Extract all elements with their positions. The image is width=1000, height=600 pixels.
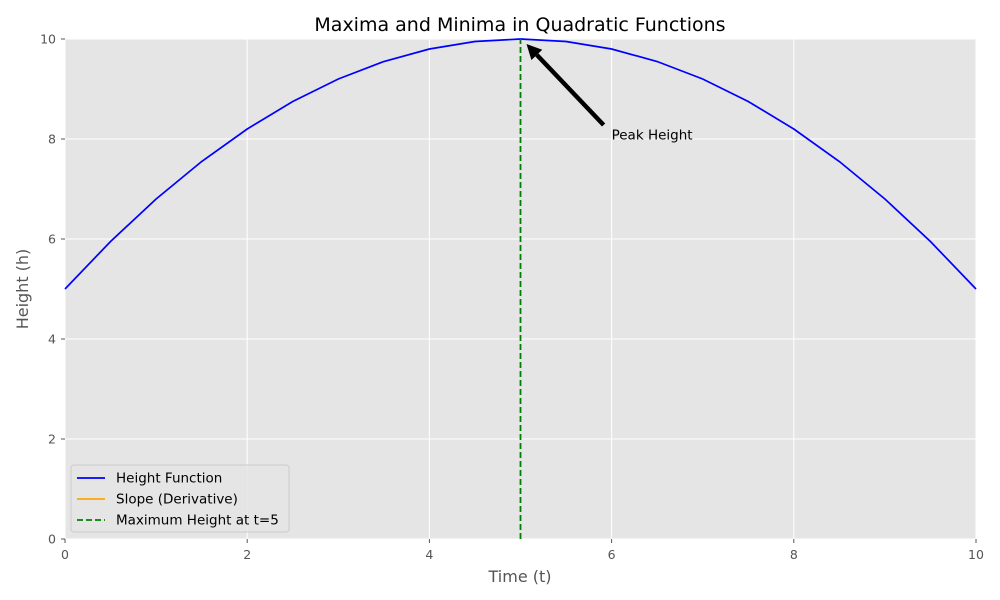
y-tick-label: 4: [48, 332, 56, 347]
x-tick-label: 4: [425, 547, 433, 562]
annotation-arrow-head: [526, 44, 543, 61]
x-tick-label: 8: [790, 547, 798, 562]
x-tick-label: 2: [243, 547, 251, 562]
y-tick-label: 8: [48, 132, 56, 147]
x-axis-label: Time (t): [488, 567, 552, 586]
legend: Height Function Slope (Derivative) Maximum…: [70, 464, 290, 533]
legend-label-2: Slope (Derivative): [116, 492, 238, 508]
legend-box: [70, 464, 290, 533]
y-tick-label: 10: [40, 32, 56, 47]
annotation-text: Peak Height: [612, 128, 693, 144]
series-group: [64, 38, 977, 539]
y-tick-label: 0: [48, 532, 56, 547]
y-tick-label: 2: [48, 432, 56, 447]
chart-title: Maxima and Minima in Quadratic Functions: [314, 14, 725, 36]
annotation-arrow-shaft: [535, 53, 606, 127]
legend-label-1: Height Function: [116, 471, 222, 487]
x-tick-label: 0: [61, 547, 69, 562]
x-tick-label: 10: [968, 547, 984, 562]
x-tick-label: 6: [608, 547, 616, 562]
y-tick-label: 6: [48, 232, 56, 247]
legend-label-3: Maximum Height at t=5: [116, 513, 279, 529]
y-axis-label: Height (h): [13, 249, 32, 330]
